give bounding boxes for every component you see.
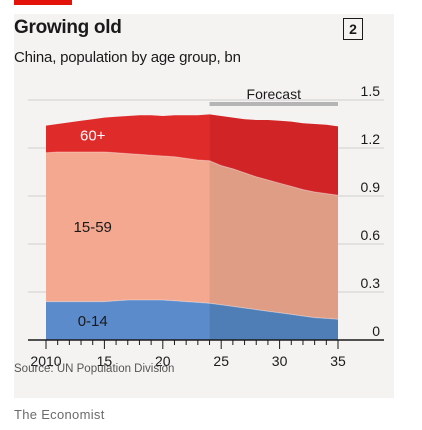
- x-tick-label-2: 20: [155, 353, 171, 369]
- series-label-60-: 60+: [80, 128, 106, 145]
- y-tick-label-3: 0.9: [361, 179, 381, 195]
- forecast-bar: [209, 102, 338, 106]
- area-60--forecast: [209, 114, 338, 196]
- forecast-label: Forecast: [247, 86, 302, 102]
- chart-subtitle: China, population by age group, bn: [14, 49, 241, 66]
- x-tick-label-0: 2010: [30, 353, 61, 369]
- y-tick-label-5: 1.5: [361, 83, 381, 99]
- area-0-14-forecast: [209, 303, 338, 340]
- series-label-0-14: 0-14: [78, 313, 108, 330]
- area-15-59-historical: [46, 152, 210, 304]
- x-tick-label-4: 30: [272, 353, 288, 369]
- x-tick-label-5: 35: [330, 353, 346, 369]
- layer-boundary-0: [46, 299, 339, 320]
- layer-boundary-1: [45, 151, 339, 196]
- chart-title: Growing old: [14, 17, 122, 38]
- y-tick-label-2: 0.6: [361, 227, 381, 243]
- brand-accent-bar: [14, 0, 72, 5]
- area-15-59-forecast: [209, 160, 338, 320]
- y-tick-label-1: 0.3: [361, 275, 381, 291]
- area-60--historical: [46, 114, 210, 161]
- y-tick-label-0: 0: [372, 323, 380, 339]
- area-0-14-historical: [46, 300, 210, 340]
- source-note: Source: UN Population Division: [14, 363, 175, 375]
- publisher-name: The Economist: [14, 407, 105, 422]
- x-tick-label-1: 15: [97, 353, 113, 369]
- x-tick-label-3: 25: [213, 353, 229, 369]
- chart-number-badge: 2: [343, 18, 363, 40]
- y-tick-label-4: 1.2: [361, 131, 381, 147]
- series-label-15-59: 15-59: [74, 219, 112, 236]
